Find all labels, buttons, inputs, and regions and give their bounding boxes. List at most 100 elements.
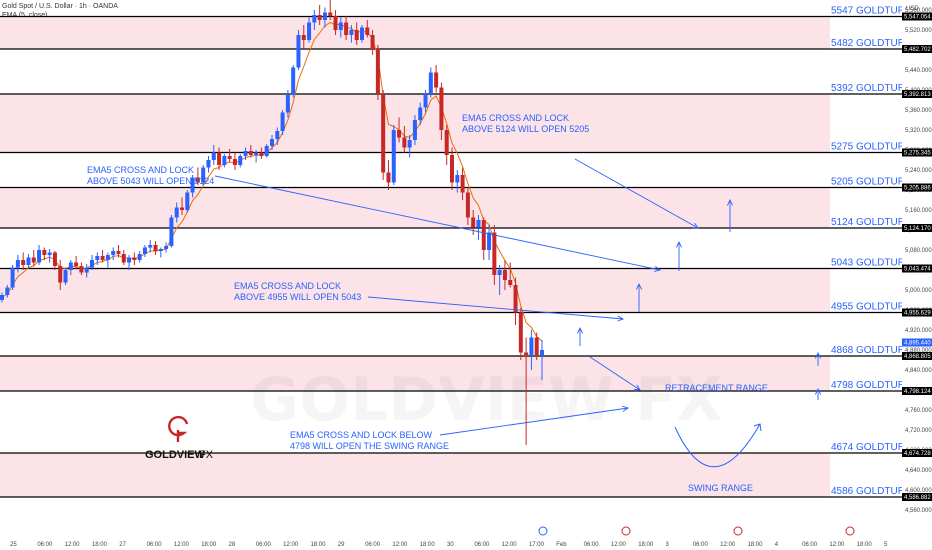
price-tick-label: 5,000.000 <box>905 288 932 294</box>
level-price-tag: 5,547.054 <box>902 12 932 21</box>
time-tick-label: Feb <box>556 542 567 548</box>
annotation-arrowhead <box>633 384 641 391</box>
candle-body <box>381 94 386 173</box>
candle-body <box>471 217 476 228</box>
level-label: 4868 GOLDTURN <box>831 345 912 356</box>
candle-body <box>0 295 4 300</box>
candle-body <box>37 250 42 263</box>
zone-band <box>0 187 830 228</box>
annotation-arrow <box>439 407 629 436</box>
watermark: GOLDVIEW FX <box>250 365 722 435</box>
candle-body <box>68 262 73 270</box>
price-tag-bg <box>902 308 932 317</box>
time-tick-label: 12:00 <box>720 542 736 548</box>
candle-body <box>15 260 20 268</box>
time-tick-label: 12:00 <box>502 542 518 548</box>
candle-body <box>502 270 507 280</box>
candle-body <box>434 72 439 88</box>
annotation-text: RETRACEMENT RANGE <box>665 383 768 393</box>
price-tag-text: 5,043.474 <box>904 267 931 273</box>
candle-body <box>232 159 237 165</box>
candle-body <box>296 35 301 68</box>
candle-body <box>322 12 327 20</box>
time-tick-label: 06:00 <box>147 542 163 548</box>
time-tick-label: 5 <box>884 542 888 548</box>
candle-body <box>185 192 190 210</box>
candle-body <box>418 107 423 120</box>
annotation-arrowhead <box>635 282 643 290</box>
price-tag-text: 4,798.124 <box>904 389 931 395</box>
event-marker-icon <box>845 526 855 536</box>
level-price-tag: 5,205.886 <box>902 183 932 192</box>
level-lines: 5547 GOLDTURN 5482 GOLDTURN 5392 GOLDTURN 5… <box>0 6 912 498</box>
time-tick-label: 06:00 <box>256 542 272 548</box>
candle-body <box>513 285 518 313</box>
time-axis: 25 06:00 12:00 18:00 27 06:00 12:00 18:00 28 06:0… <box>0 520 902 550</box>
time-tick-label: 12:00 <box>174 542 190 548</box>
candle-body <box>360 27 364 40</box>
time-tick-label: 06:00 <box>802 542 818 548</box>
candle-body <box>338 22 343 30</box>
level-label: 4955 GOLDTURN <box>831 302 912 313</box>
annotation-arrowhead <box>814 387 822 395</box>
time-tick-label: 12:00 <box>611 542 627 548</box>
chart-title: Gold Spot / U.S. Dollar · 1h · OANDA <box>2 3 118 10</box>
time-tick-label: 18:00 <box>201 542 217 548</box>
time-tick-label: 06:00 <box>365 542 381 548</box>
candle-body <box>190 177 195 193</box>
annotations: EMA5 CROSS AND LOCK ABOVE 5124 WILL OPEN … <box>87 113 822 493</box>
indicator-legend: EMA (5, close) <box>2 12 48 19</box>
candle-body <box>508 280 513 285</box>
candle-body <box>227 156 232 159</box>
level-label: 4674 GOLDTURN <box>831 442 912 453</box>
price-tick-label: 4,720.000 <box>905 428 932 434</box>
candle-body <box>285 95 290 113</box>
candle-body <box>243 151 248 156</box>
time-tick-label: 12:00 <box>65 542 81 548</box>
annotation-text: EMA5 CROSS AND LOCK <box>87 165 194 175</box>
time-tick-label: 28 <box>229 542 236 548</box>
price-tag-text: 4,895.440 <box>904 341 931 347</box>
candles <box>0 0 544 445</box>
annotation-arrow <box>589 356 641 391</box>
candle-body <box>307 22 312 40</box>
candle-body <box>42 250 47 255</box>
annotation-text: EMA5 CROSS AND LOCK <box>234 281 341 291</box>
candle-body <box>95 256 100 260</box>
price-tag-text: 4,586.882 <box>904 495 931 501</box>
candle-body <box>222 156 227 165</box>
price-tick-label: 5,360.000 <box>905 108 932 114</box>
price-tag-bg <box>902 264 932 273</box>
candle-body <box>333 16 338 30</box>
price-tag-text: 4,674.728 <box>904 451 931 457</box>
time-tick-label: 17:00 <box>529 542 545 548</box>
level-label: 5205 GOLDTURN <box>831 177 912 188</box>
annotation-arrowhead <box>726 198 734 206</box>
price-tag-bg <box>902 352 932 360</box>
candle-body <box>206 160 211 168</box>
time-tick-label: 3 <box>666 542 670 548</box>
level-price-tag: 5,482.702 <box>902 45 932 53</box>
price-tag-text: 5,482.702 <box>904 47 931 53</box>
candle-body <box>254 152 259 155</box>
price-tag-bg <box>902 45 932 53</box>
candle-body <box>412 120 417 140</box>
candle-body <box>370 35 375 50</box>
price-tag-bg <box>902 224 932 232</box>
level-label: 5275 GOLDTURN <box>831 142 912 153</box>
annotation-text-line2: ABOVE 5124 WILL OPEN 5205 <box>462 124 589 134</box>
candle-body <box>455 175 460 183</box>
zone-band <box>0 16 830 49</box>
logo-g-icon <box>168 415 189 437</box>
level-label: 5547 GOLDTURN <box>831 6 912 17</box>
price-tag-bg <box>902 338 932 347</box>
event-marker-icon <box>733 526 743 536</box>
level-label: 4798 GOLDTURN <box>831 380 912 391</box>
time-tick-label: 12:00 <box>283 542 299 548</box>
price-tag-bg <box>902 90 932 98</box>
candle-body <box>259 152 264 156</box>
candle-body <box>164 246 169 249</box>
candle-body <box>465 192 470 218</box>
level-price-tag: 4,674.728 <box>902 449 932 457</box>
